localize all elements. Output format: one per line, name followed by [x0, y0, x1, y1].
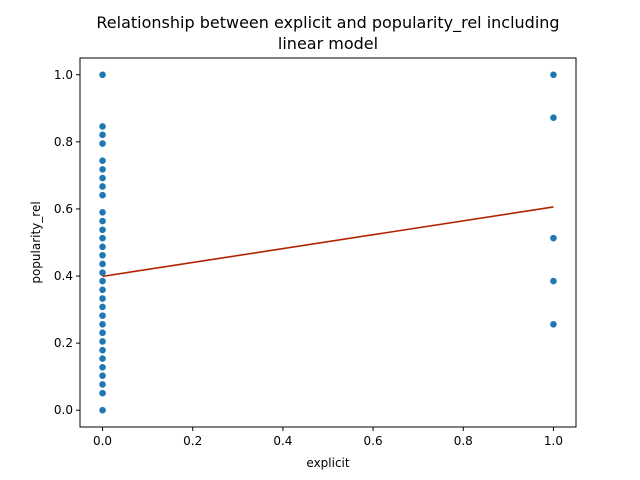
data-point [549, 234, 558, 243]
data-point [549, 70, 558, 79]
y-tick-label: 0.6 [54, 202, 73, 216]
data-point [98, 346, 107, 355]
data-point [98, 406, 107, 415]
data-point [98, 182, 107, 191]
chart-title-line-2: linear model [278, 34, 378, 53]
y-tick-label: 0.0 [54, 403, 73, 417]
data-point [98, 320, 107, 329]
data-point [98, 277, 107, 285]
y-tick-label: 0.8 [54, 135, 73, 149]
data-point [98, 389, 107, 398]
x-tick-label: 0.2 [183, 434, 202, 448]
data-point [549, 113, 558, 122]
y-tick-label: 1.0 [54, 68, 73, 82]
data-point [98, 225, 107, 234]
x-tick-label: 0.8 [454, 434, 473, 448]
linear-model-line [102, 206, 554, 278]
data-point [98, 328, 107, 337]
x-tick-label: 1.0 [544, 434, 563, 448]
data-point [98, 251, 107, 260]
data-point [98, 260, 107, 268]
data-point [98, 156, 107, 165]
data-point [98, 165, 107, 174]
data-point [98, 363, 107, 372]
data-point [98, 122, 107, 131]
data-point [98, 130, 107, 139]
data-point [98, 311, 107, 320]
data-point [549, 277, 558, 285]
x-axis-label: explicit [306, 456, 349, 470]
data-point [98, 70, 107, 79]
x-axis-ticks: 0.0 0.2 0.4 0.6 0.8 1.0 [93, 427, 563, 448]
y-tick-label: 0.4 [54, 269, 73, 283]
x-tick-label: 0.0 [93, 434, 112, 448]
data-point [98, 217, 107, 225]
data-point [98, 354, 107, 363]
data-point [98, 174, 107, 182]
data-point [98, 303, 107, 311]
data-point [98, 294, 107, 303]
data-point [98, 337, 107, 346]
data-point [98, 371, 107, 380]
data-point [98, 234, 107, 243]
data-point [98, 191, 107, 200]
data-point [98, 380, 107, 389]
data-point [549, 320, 558, 329]
data-point [98, 285, 107, 294]
plot-area [98, 70, 558, 415]
axes-frame [79, 57, 577, 428]
x-tick-label: 0.6 [364, 434, 383, 448]
x-tick-label: 0.4 [273, 434, 292, 448]
y-axis-label: popularity_rel [29, 201, 43, 283]
data-point [98, 242, 107, 251]
y-tick-label: 0.2 [54, 336, 73, 350]
y-axis-ticks: 0.0 0.2 0.4 0.6 0.8 1.0 [54, 68, 80, 417]
data-point [98, 208, 107, 217]
chart-title-line-1: Relationship between explicit and popula… [96, 13, 559, 33]
data-point [98, 139, 107, 148]
